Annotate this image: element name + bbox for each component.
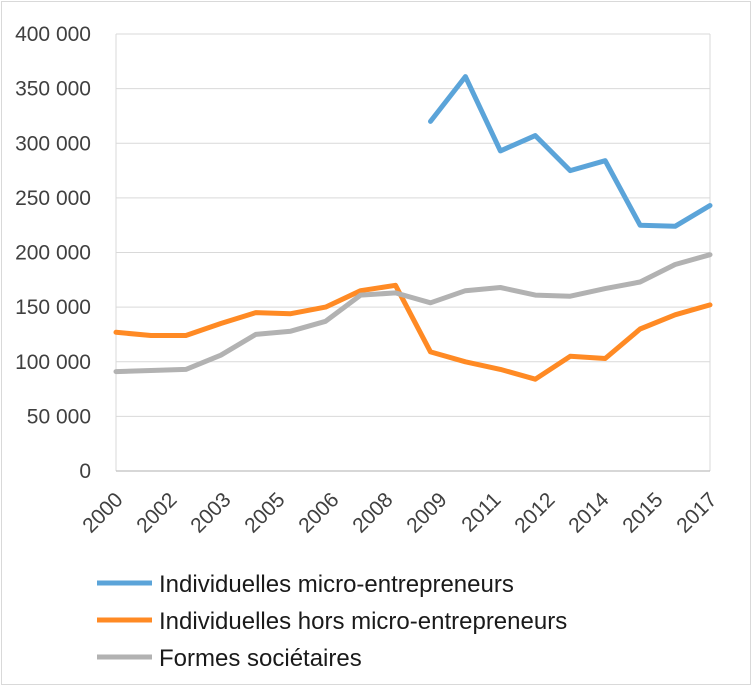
x-tick-label: 2000 [78,488,127,537]
x-tick-label: 2014 [564,488,614,538]
legend-label: Individuelles micro-entrepreneurs [159,571,514,598]
gridlines [115,33,711,471]
y-tick-label: 250 000 [15,187,91,210]
x-tick-label: 2009 [402,488,451,537]
y-tick-label: 150 000 [15,296,91,319]
x-tick-label: 2003 [186,488,235,537]
x-tick-label: 2008 [348,488,397,537]
x-tick-label: 2012 [510,488,559,537]
y-tick-label: 400 000 [15,23,91,46]
x-tick-label: 2015 [618,488,667,537]
legend-label: Individuelles hors micro-entrepreneurs [159,608,567,635]
x-tick-label: 2017 [672,488,721,537]
y-tick-label: 0 [79,460,91,483]
series-line-1 [428,74,713,229]
x-tick-label: 2011 [457,488,505,536]
x-tick-label: 2006 [294,488,343,537]
y-tick-label: 350 000 [15,78,91,101]
legend: Individuelles micro-entrepreneurs Individ… [97,571,567,672]
x-tick-label: 2002 [132,488,181,537]
y-tick-label: 100 000 [15,351,91,374]
y-tick-label: 300 000 [15,132,91,155]
series-line-2 [113,282,713,382]
y-axis: 0 50 000 100 000 150 000 200 000 250 000 300 0… [15,23,91,483]
series-line-3 [113,252,713,375]
x-tick-label: 2005 [240,488,289,537]
x-axis: 2000 2002 2003 2005 2006 2008 2009 2011 2012 2014… [78,470,722,538]
legend-label: Formes sociétaires [159,645,362,672]
series-lines [113,74,713,382]
y-tick-label: 50 000 [27,405,91,428]
y-tick-label: 200 000 [15,242,91,265]
